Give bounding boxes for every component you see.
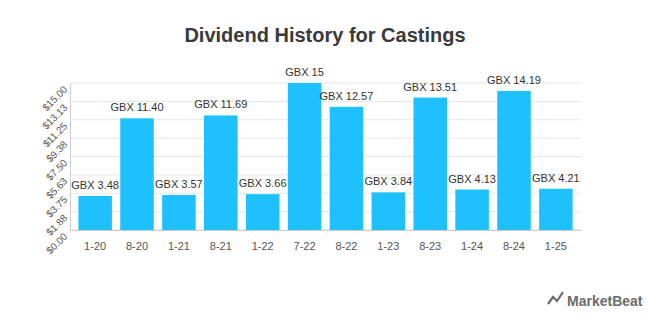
x-axis-line — [71, 230, 582, 231]
data-label: GBX 15 — [285, 66, 324, 78]
bar — [288, 83, 322, 230]
x-tick-label: 1-21 — [168, 240, 190, 252]
grid — [70, 83, 581, 230]
x-tick: 1-20 — [84, 230, 106, 252]
data-label: GBX 4.21 — [532, 172, 580, 184]
data-label: GBX 3.84 — [364, 175, 412, 187]
bar — [78, 196, 112, 230]
x-tick: 8-21 — [210, 230, 232, 252]
y-tick-label: $15.00 — [40, 83, 70, 113]
bars — [78, 83, 572, 230]
x-tick: 7-22 — [294, 230, 316, 252]
logo-icon — [548, 292, 563, 304]
bar — [413, 98, 447, 230]
data-label: GBX 11.40 — [111, 101, 164, 113]
x-tick-label: 7-22 — [294, 240, 316, 252]
bar — [204, 115, 238, 230]
y-axis: $0.00$1.88$3.75$5.63$7.50$9.38$11.25$13.… — [40, 83, 70, 256]
x-tick-label: 8-24 — [503, 240, 525, 252]
x-tick-label: 1-25 — [545, 240, 567, 252]
x-tick-label: 8-23 — [419, 240, 441, 252]
bar — [455, 190, 489, 230]
data-label: GBX 3.66 — [239, 177, 287, 189]
data-label: GBX 13.51 — [403, 81, 457, 93]
x-tick-label: 8-20 — [126, 240, 148, 252]
bar — [162, 195, 196, 230]
data-label: GBX 14.19 — [487, 74, 541, 86]
data-labels: GBX 3.48 GBX 11.40 GBX 3.57 GBX 11.69 GBX 3.… — [71, 66, 579, 191]
x-tick-label: 1-20 — [84, 240, 106, 252]
x-tick-label: 1-24 — [461, 240, 483, 252]
data-label: GBX 4.13 — [448, 173, 496, 185]
y-tick: $15.00 — [40, 83, 70, 113]
x-axis: 1-20 8-20 1-21 8-21 1-22 7-22 8-22 1-23 8-23 1-24… — [71, 230, 582, 252]
data-label: GBX 11.69 — [194, 98, 247, 110]
x-tick: 1-21 — [168, 230, 190, 252]
data-label: GBX 3.57 — [155, 178, 203, 190]
bar — [330, 107, 364, 230]
x-tick: 8-24 — [503, 230, 525, 252]
data-label: GBX 12.57 — [320, 90, 374, 102]
x-tick-label: 8-22 — [335, 240, 357, 252]
bar — [120, 118, 154, 230]
bar — [246, 194, 280, 230]
logo-text: MarketBeat — [567, 293, 643, 309]
x-tick: 8-23 — [419, 230, 441, 252]
title: Dividend History for Castings — [184, 24, 465, 46]
x-tick-label: 1-22 — [252, 240, 274, 252]
x-tick: 1-25 — [545, 230, 567, 252]
x-tick: 8-20 — [126, 230, 148, 252]
background — [0, 0, 650, 325]
logo: MarketBeat — [548, 292, 643, 309]
x-tick: 1-23 — [377, 230, 399, 252]
bar — [372, 192, 406, 230]
x-tick: 1-24 — [461, 230, 483, 252]
y-axis-line — [70, 84, 71, 231]
bar — [539, 189, 573, 230]
x-tick-label: 1-23 — [377, 240, 399, 252]
x-tick-label: 8-21 — [210, 240, 232, 252]
chart: Dividend History for Castings $0.00$1.88$… — [0, 0, 650, 325]
x-tick: 1-22 — [252, 230, 274, 252]
x-tick: 8-22 — [335, 230, 357, 252]
bar — [497, 91, 531, 230]
data-label: GBX 3.48 — [71, 179, 119, 191]
